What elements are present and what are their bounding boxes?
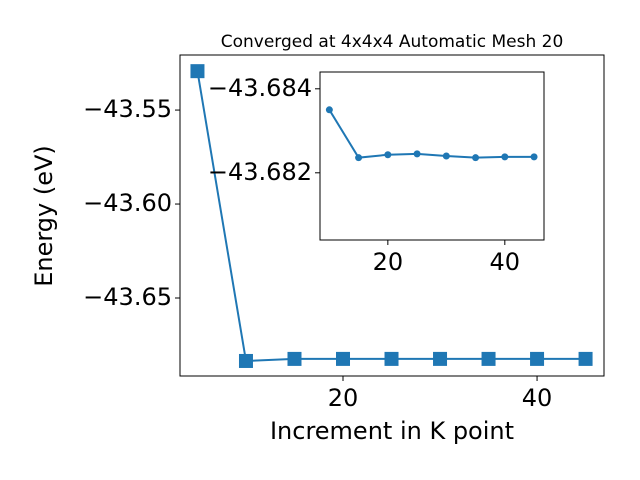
chart-title: Converged at 4x4x4 Automatic Mesh 20 <box>221 32 564 52</box>
y-tick-label: −43.684 <box>208 74 312 102</box>
x-axis-label: Increment in K point <box>270 417 514 445</box>
marker <box>501 153 509 161</box>
marker <box>238 353 253 368</box>
marker <box>481 351 496 366</box>
marker <box>287 351 302 366</box>
marker <box>413 150 421 158</box>
axes-frame <box>179 54 605 377</box>
x-tick-label: 20 <box>328 384 359 412</box>
marker <box>530 153 538 161</box>
marker <box>355 154 363 162</box>
x-tick-label: 40 <box>490 248 521 276</box>
marker <box>578 351 593 366</box>
marker <box>530 351 545 366</box>
axes-frame <box>319 71 545 241</box>
marker <box>433 351 448 366</box>
y-tick-label: −43.682 <box>208 158 312 186</box>
marker <box>442 152 450 160</box>
x-tick-label: 40 <box>522 384 553 412</box>
marker <box>336 351 351 366</box>
marker <box>190 64 205 79</box>
marker <box>325 106 333 114</box>
marker <box>384 151 392 159</box>
marker <box>384 351 399 366</box>
marker <box>472 154 480 162</box>
y-axis-label: Energy (eV) <box>30 145 58 287</box>
y-tick-label: −43.60 <box>83 189 172 217</box>
x-tick-label: 20 <box>373 248 404 276</box>
y-tick-label: −43.65 <box>83 283 172 311</box>
y-tick-label: −43.55 <box>83 95 172 123</box>
line <box>328 109 535 159</box>
